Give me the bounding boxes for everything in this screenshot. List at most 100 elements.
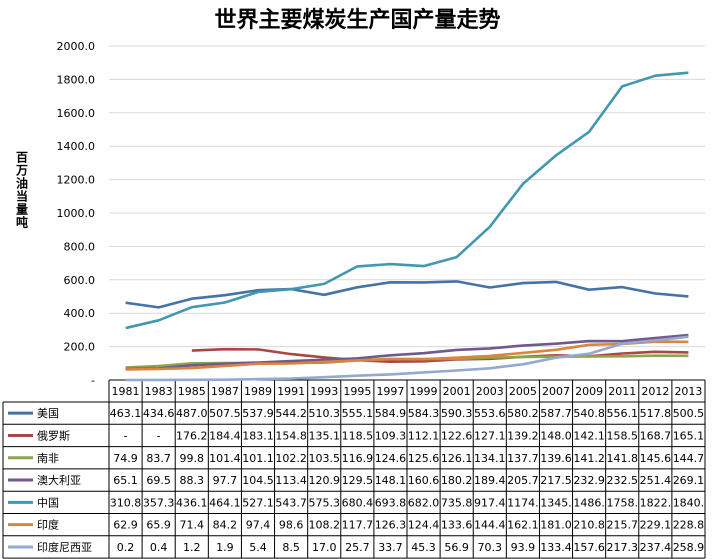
data-label: 463.1 [110,407,142,420]
x-tick-label: 2011 [608,385,636,398]
data-label: 0.2 [117,541,135,554]
data-label: 126.3 [375,519,407,532]
x-tick-label: 2007 [542,385,570,398]
data-label: 83.7 [146,452,171,465]
data-label: 1822. [640,496,672,509]
data-label: 56.9 [444,541,469,554]
data-label: 158.5 [606,429,638,442]
data-label: 145.6 [640,452,672,465]
data-label: 1486. [573,496,605,509]
y-axis-label: 百万油当量吨 [14,151,29,229]
data-label: 434.6 [143,407,175,420]
data-label: 232.9 [573,474,605,487]
y-tick-label: 600.0 [64,274,96,287]
legend-label: 俄罗斯 [37,429,70,442]
data-label: 527.1 [242,496,274,509]
y-tick-label: 1400.0 [57,140,96,153]
data-label: 74.9 [113,452,138,465]
x-tick-label: 1997 [376,385,404,398]
chart-title: 世界主要煤炭生产国产量走势 [214,7,501,33]
data-label: 556.1 [606,407,638,420]
data-label: 139.6 [540,452,572,465]
data-label: 205.7 [507,474,539,487]
data-label: 101.1 [242,452,274,465]
y-tick-label: 400.0 [64,307,96,320]
x-tick-label: 1983 [145,385,173,398]
series-line [191,347,689,363]
x-tick-label: 1987 [211,385,239,398]
data-label: 510.3 [308,407,340,420]
data-label: 88.3 [180,474,205,487]
data-label: 1.2 [183,541,201,554]
data-label: 124.4 [408,519,440,532]
legend-label: 印度尼西亚 [37,540,92,554]
data-label: 251.4 [640,474,672,487]
data-label: 144.7 [673,452,705,465]
data-label: 116.9 [342,452,374,465]
data-label: 62.9 [113,519,138,532]
data-label: 1345. [540,496,572,509]
data-label: 148.1 [375,474,407,487]
data-label: 584.9 [375,407,407,420]
data-label: 69.5 [146,474,171,487]
data-label: 183.1 [242,429,274,442]
data-label: 693.8 [375,496,407,509]
data-label: 5.4 [249,541,267,554]
legend-label: 印度 [37,518,59,532]
x-tick-label: 1989 [244,385,272,398]
data-label: 84.2 [213,519,238,532]
x-tick-label: 2003 [476,385,504,398]
data-label: 71.4 [180,519,205,532]
y-tick-label: 1800.0 [57,73,96,86]
series-line [125,333,689,371]
data-label: 124.6 [375,452,407,465]
x-tick-label: 1985 [178,385,206,398]
data-label: 215.7 [606,519,638,532]
data-label: 232.5 [606,474,638,487]
data-label: 584.3 [408,407,440,420]
data-label: 93.9 [511,541,536,554]
y-tick-label: 1000.0 [57,207,96,220]
data-label: 237.4 [640,541,672,554]
data-label: 137.7 [507,452,539,465]
data-label: 142.1 [573,429,605,442]
data-label: 70.3 [478,541,503,554]
data-label: 99.8 [180,452,205,465]
data-label: 217.5 [540,474,572,487]
data-label: 517.8 [640,407,672,420]
data-label: 537.9 [242,407,274,420]
data-label: 125.6 [408,452,440,465]
x-tick-label: 1993 [310,385,338,398]
data-label: 97.7 [213,474,238,487]
x-tick-label: 1995 [343,385,371,398]
data-label: 575.3 [308,496,340,509]
data-label: 129.5 [342,474,374,487]
x-tick-label: 1999 [410,385,438,398]
data-label: 33.7 [378,541,403,554]
data-label: 1174. [507,496,539,509]
data-label: 436.1 [176,496,208,509]
data-label: 357.3 [143,496,175,509]
data-label: 45.3 [411,541,436,554]
data-label: 258.9 [673,541,705,554]
data-label: - [157,429,161,442]
data-label: 65.9 [146,519,171,532]
data-label: 184.4 [209,429,241,442]
data-label: 590.3 [441,407,473,420]
y-tick-label: 800.0 [64,240,96,253]
data-label: 135.1 [308,429,340,442]
data-label: 165.1 [673,429,705,442]
data-label: 1840. [673,496,705,509]
data-label: 0.4 [150,541,168,554]
data-label: 507.5 [209,407,241,420]
data-label: 118.5 [342,429,374,442]
x-tick-label: 1981 [112,385,140,398]
data-label: 168.7 [640,429,672,442]
data-label: 269.1 [673,474,705,487]
data-label: 102.2 [275,452,307,465]
legend-label: 中国 [37,496,59,509]
x-tick-label: 2012 [641,385,669,398]
data-label: 917.4 [474,496,506,509]
y-tick-label: 1600.0 [57,107,96,120]
data-label: 180.2 [441,474,473,487]
